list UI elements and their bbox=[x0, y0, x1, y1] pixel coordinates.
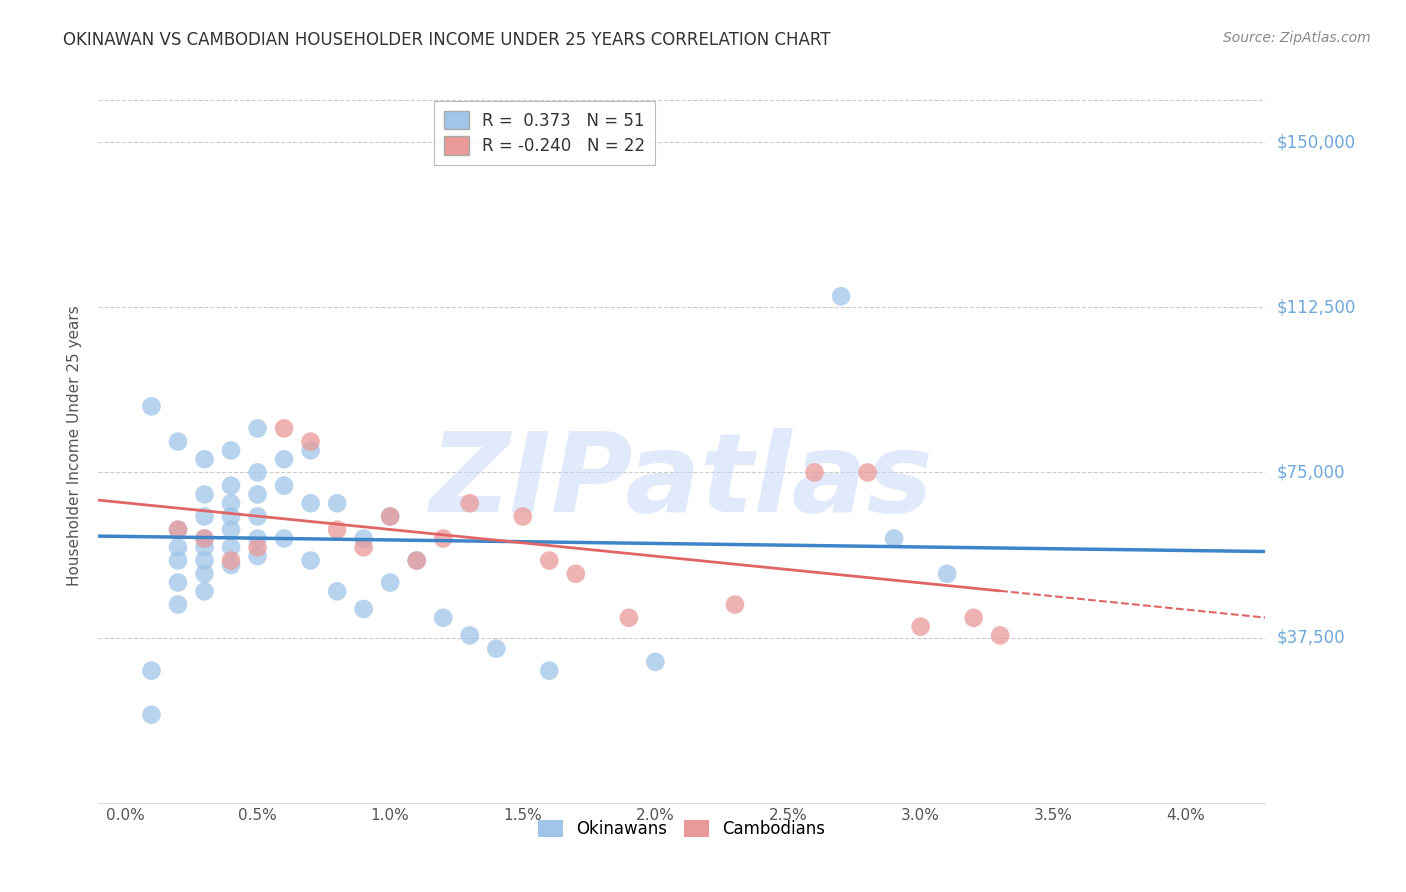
Point bbox=[141, 400, 163, 414]
Text: $75,000: $75,000 bbox=[1277, 464, 1346, 482]
Point bbox=[219, 541, 242, 555]
Text: $150,000: $150,000 bbox=[1277, 133, 1355, 151]
Point bbox=[617, 611, 640, 625]
Point bbox=[353, 541, 375, 555]
Text: ZIPatlas: ZIPatlas bbox=[430, 428, 934, 535]
Point bbox=[644, 655, 666, 669]
Text: $37,500: $37,500 bbox=[1277, 629, 1346, 647]
Point bbox=[910, 619, 932, 633]
Point bbox=[167, 541, 190, 555]
Point bbox=[193, 584, 215, 599]
Point bbox=[193, 532, 215, 546]
Point bbox=[167, 523, 190, 537]
Point bbox=[246, 532, 269, 546]
Point bbox=[380, 575, 402, 590]
Point bbox=[273, 421, 295, 435]
Point bbox=[219, 509, 242, 524]
Point bbox=[538, 553, 561, 567]
Point bbox=[988, 628, 1011, 642]
Point bbox=[538, 664, 561, 678]
Point bbox=[963, 611, 986, 625]
Point bbox=[273, 452, 295, 467]
Point bbox=[167, 434, 190, 449]
Point bbox=[193, 532, 215, 546]
Point bbox=[219, 558, 242, 572]
Point bbox=[380, 509, 402, 524]
Point bbox=[458, 496, 481, 510]
Point bbox=[353, 532, 375, 546]
Point bbox=[219, 478, 242, 492]
Point bbox=[485, 641, 508, 656]
Point bbox=[856, 466, 879, 480]
Point bbox=[167, 523, 190, 537]
Point bbox=[299, 434, 322, 449]
Point bbox=[246, 549, 269, 563]
Point bbox=[246, 487, 269, 501]
Point bbox=[167, 575, 190, 590]
Point bbox=[512, 509, 534, 524]
Point bbox=[299, 496, 322, 510]
Point bbox=[246, 509, 269, 524]
Point bbox=[193, 553, 215, 567]
Point bbox=[273, 532, 295, 546]
Point bbox=[883, 532, 905, 546]
Point bbox=[405, 553, 427, 567]
Point bbox=[326, 523, 349, 537]
Point bbox=[299, 553, 322, 567]
Point bbox=[326, 496, 349, 510]
Point bbox=[246, 466, 269, 480]
Point bbox=[219, 443, 242, 458]
Point bbox=[353, 602, 375, 616]
Point bbox=[219, 496, 242, 510]
Point bbox=[803, 466, 825, 480]
Text: OKINAWAN VS CAMBODIAN HOUSEHOLDER INCOME UNDER 25 YEARS CORRELATION CHART: OKINAWAN VS CAMBODIAN HOUSEHOLDER INCOME… bbox=[63, 31, 831, 49]
Point bbox=[326, 584, 349, 599]
Point bbox=[219, 553, 242, 567]
Point bbox=[565, 566, 588, 581]
Point bbox=[219, 523, 242, 537]
Point bbox=[167, 553, 190, 567]
Point bbox=[432, 611, 454, 625]
Point bbox=[458, 628, 481, 642]
Point bbox=[141, 707, 163, 722]
Point bbox=[193, 509, 215, 524]
Point bbox=[246, 541, 269, 555]
Point bbox=[432, 532, 454, 546]
Point bbox=[193, 452, 215, 467]
Point bbox=[141, 664, 163, 678]
Point bbox=[724, 598, 747, 612]
Point bbox=[193, 541, 215, 555]
Text: $112,500: $112,500 bbox=[1277, 298, 1355, 317]
Legend: Okinawans, Cambodians: Okinawans, Cambodians bbox=[531, 813, 832, 845]
Point bbox=[936, 566, 959, 581]
Point bbox=[380, 509, 402, 524]
Point bbox=[299, 443, 322, 458]
Text: Source: ZipAtlas.com: Source: ZipAtlas.com bbox=[1223, 31, 1371, 45]
Point bbox=[830, 289, 852, 303]
Point bbox=[405, 553, 427, 567]
Point bbox=[193, 487, 215, 501]
Y-axis label: Householder Income Under 25 years: Householder Income Under 25 years bbox=[67, 306, 83, 586]
Point bbox=[273, 478, 295, 492]
Point bbox=[167, 598, 190, 612]
Point bbox=[246, 421, 269, 435]
Point bbox=[193, 566, 215, 581]
